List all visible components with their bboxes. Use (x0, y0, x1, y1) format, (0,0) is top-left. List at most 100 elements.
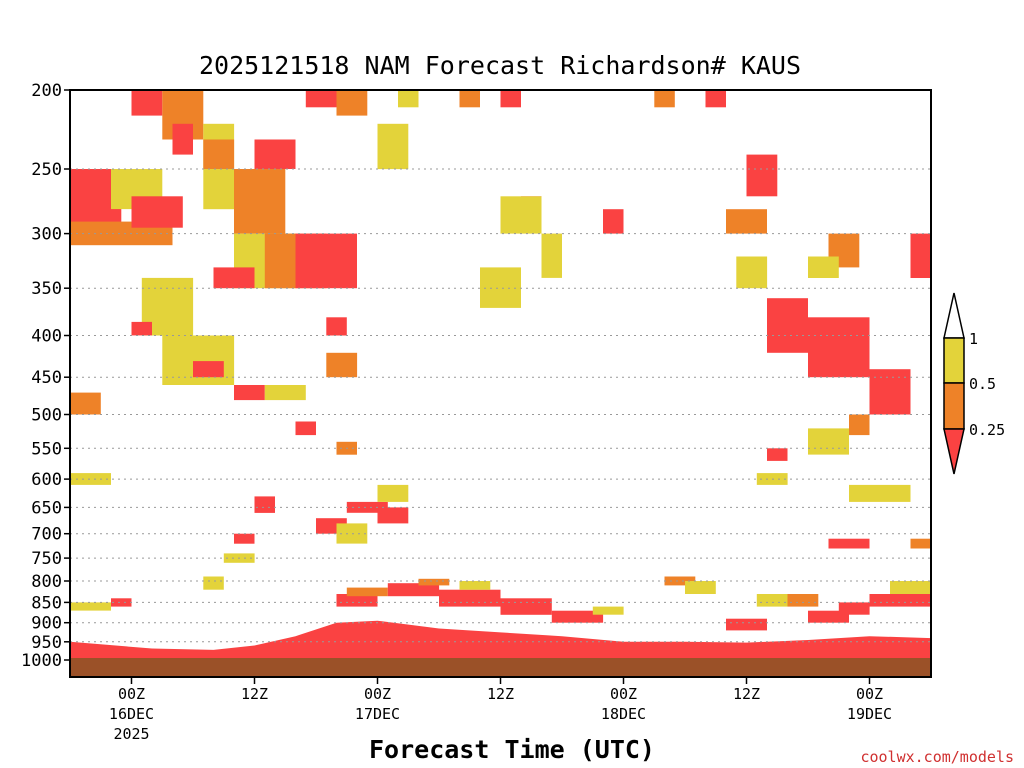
ri-cell-3 (131, 196, 183, 228)
x-axis-label: Forecast Time (UTC) (369, 735, 655, 764)
legend-label-1: 1 (969, 330, 978, 348)
ri-cell-30 (459, 90, 480, 108)
y-tick-1000: 1000 (21, 651, 62, 671)
y-tick-700: 700 (31, 525, 62, 545)
ri-cell-32 (377, 123, 409, 170)
y-tick-600: 600 (31, 470, 62, 490)
legend-bottom-arrow (943, 428, 965, 475)
ri-cell-53 (828, 538, 870, 549)
legend-swatch-orange (943, 382, 965, 430)
ri-cell-36 (480, 267, 521, 308)
ri-cell-31 (500, 90, 521, 108)
ri-cell-57 (234, 533, 255, 544)
ri-cell-38 (654, 90, 675, 108)
gridlines (70, 168, 931, 643)
heatmap-cells (70, 90, 931, 660)
ri-cell-85 (808, 610, 849, 623)
ri-cell-21 (234, 385, 265, 401)
ri-cell-37 (603, 209, 624, 234)
x-tick-0: 00Z (118, 685, 145, 703)
x-tick-2: 00Z (364, 685, 391, 703)
ri-cell-7 (70, 473, 111, 485)
ri-cell-66 (756, 594, 788, 607)
ri-cell-14 (254, 139, 296, 169)
x-tick-1: 12Z (241, 685, 268, 703)
ri-cell-78 (418, 578, 450, 586)
y-tick-650: 650 (31, 498, 62, 518)
ri-cell-47 (808, 256, 839, 278)
x-tick-6: 00Z (856, 685, 883, 703)
ri-cell-13 (234, 169, 286, 234)
ri-cell-39 (705, 90, 726, 108)
ri-cell-42 (736, 256, 768, 289)
x-tick-date-4: 18DEC (601, 705, 646, 723)
ri-cell-12 (203, 139, 235, 169)
ground-layer (70, 658, 931, 677)
source-credit: coolwx.com/models (860, 748, 1014, 766)
x-tick-date-2: 17DEC (355, 705, 400, 723)
x-tick-date-6: 19DEC (847, 705, 892, 723)
ri-cell-59 (346, 501, 388, 513)
x-tick-year-0: 2025 (113, 725, 149, 743)
ri-cell-17 (295, 233, 357, 289)
ri-cell-20 (193, 361, 224, 378)
y-tick-900: 900 (31, 614, 62, 634)
x-tick-3: 12Z (487, 685, 514, 703)
ri-cell-71 (910, 538, 931, 549)
boundary-layer-band (70, 620, 931, 660)
ri-cell-51 (849, 414, 870, 436)
y-tick-800: 800 (31, 572, 62, 592)
ri-cell-25 (295, 421, 316, 436)
x-axis: 00Z 16DEC 2025 12Z 00Z 17DEC 12Z 00Z 18DEC 12Z 00Z… (109, 677, 892, 743)
ri-cell-40 (726, 209, 767, 234)
ri-cell-24 (326, 352, 358, 378)
ri-cell-29 (398, 90, 419, 108)
ri-cell-44 (808, 317, 870, 378)
ri-cell-82 (551, 610, 604, 623)
y-tick-450: 450 (31, 368, 62, 388)
ri-cell-70 (890, 581, 931, 594)
ri-cell-23 (326, 317, 347, 336)
ri-cell-28 (336, 90, 368, 116)
ri-cell-63 (336, 523, 368, 544)
ri-cell-80 (459, 581, 491, 590)
ri-cell-55 (767, 448, 788, 461)
y-tick-300: 300 (31, 225, 62, 245)
ri-cell-10 (172, 123, 193, 155)
ri-cell-76 (346, 587, 388, 597)
ri-cell-60 (377, 484, 409, 502)
chart-title: 2025121518 NAM Forecast Richardson# KAUS (199, 51, 801, 80)
ri-cell-35 (541, 233, 562, 278)
ri-cell-84 (726, 618, 767, 631)
ri-cell-74 (70, 602, 111, 611)
ri-cell-79 (439, 589, 501, 607)
ri-cell-64 (664, 576, 696, 586)
legend-label-0.25: 0.25 (969, 421, 1005, 439)
y-tick-250: 250 (31, 160, 62, 180)
ri-cell-50 (808, 428, 849, 455)
ri-cell-69 (869, 594, 931, 607)
ri-cell-81 (500, 598, 552, 615)
ri-cell-6 (70, 392, 101, 415)
ri-cell-72 (203, 576, 224, 590)
ri-cell-34 (500, 196, 542, 234)
y-tick-500: 500 (31, 406, 62, 426)
ri-cell-45 (869, 369, 911, 415)
legend-swatch-yellow (943, 337, 965, 384)
ri-cell-56 (254, 496, 275, 513)
ri-cell-52 (849, 484, 911, 502)
y-tick-550: 550 (31, 439, 62, 459)
y-tick-200: 200 (31, 81, 62, 101)
x-tick-4: 00Z (610, 685, 637, 703)
ri-cell-77 (387, 583, 440, 597)
ri-cell-27 (305, 90, 337, 108)
y-tick-850: 850 (31, 593, 62, 613)
ri-cell-43 (767, 298, 808, 353)
ri-cell-65 (685, 581, 716, 594)
ri-cell-73 (111, 598, 132, 607)
ri-cell-41 (746, 154, 778, 197)
ri-cell-5 (131, 321, 152, 336)
ri-cell-22 (264, 385, 306, 401)
y-tick-350: 350 (31, 279, 62, 299)
